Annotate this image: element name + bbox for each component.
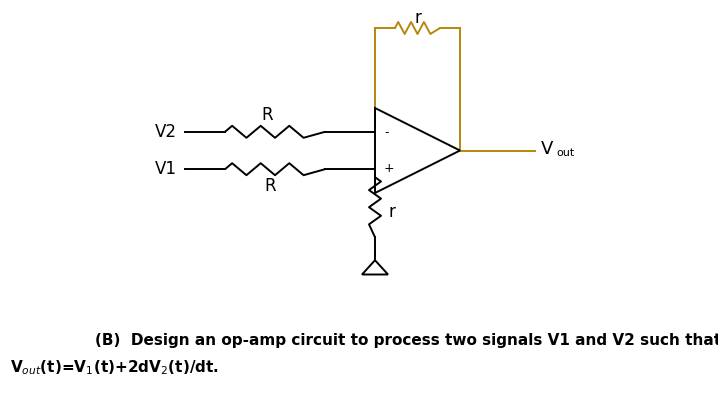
- Text: V2: V2: [155, 123, 177, 141]
- Text: -: -: [384, 126, 388, 139]
- Text: R: R: [264, 177, 276, 195]
- Text: out: out: [556, 149, 574, 158]
- Text: V: V: [541, 139, 554, 158]
- Text: (B)  Design an op-amp circuit to process two signals V1 and V2 such that: (B) Design an op-amp circuit to process …: [95, 333, 718, 347]
- Text: V$_{out}$(t)=V$_{1}$(t)+2dV$_{2}$(t)/dt.: V$_{out}$(t)=V$_{1}$(t)+2dV$_{2}$(t)/dt.: [10, 359, 219, 377]
- Text: +: +: [384, 162, 395, 175]
- Text: r: r: [389, 203, 396, 221]
- Text: r: r: [414, 9, 421, 27]
- Text: R: R: [261, 106, 273, 124]
- Text: V1: V1: [155, 160, 177, 178]
